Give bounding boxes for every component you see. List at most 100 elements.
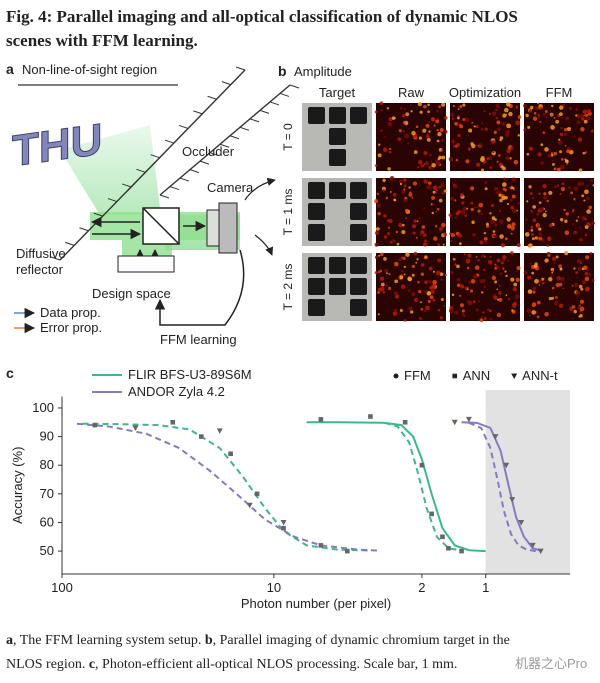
target-square (308, 278, 325, 295)
speckle (404, 133, 409, 139)
speckle (547, 236, 552, 242)
speckle (509, 251, 514, 255)
point (452, 373, 458, 379)
panel-title: Non-line-of-sight region (22, 62, 157, 77)
speckle (444, 274, 448, 277)
speckle (448, 156, 454, 162)
speckle (563, 208, 566, 212)
speckle (441, 155, 446, 160)
speckle (511, 303, 517, 308)
speckle (590, 129, 594, 133)
speckle (552, 256, 557, 261)
image-tile (374, 176, 448, 247)
speckle (510, 232, 513, 235)
speckle (573, 135, 576, 138)
speckle (424, 290, 428, 294)
speckle (424, 239, 428, 243)
speckle (475, 255, 478, 258)
speckle (503, 177, 506, 180)
speckle (577, 216, 580, 219)
speckle (550, 152, 554, 155)
speckle (376, 203, 381, 208)
speckle (465, 159, 470, 164)
speckle (584, 271, 589, 276)
speckle (525, 113, 529, 118)
speckle (547, 153, 552, 158)
speckle (418, 217, 421, 220)
speckle (388, 286, 392, 291)
speckle (444, 189, 448, 193)
speckle (443, 232, 447, 237)
speckle (560, 117, 563, 119)
panel-label: a (6, 61, 14, 77)
speckle (449, 232, 452, 235)
speckle (506, 149, 511, 154)
speckle (457, 233, 463, 238)
speckle (376, 227, 380, 231)
speckle (413, 297, 419, 303)
speckle (374, 271, 378, 275)
point (429, 511, 434, 517)
speckle (553, 301, 559, 306)
speckle (500, 243, 506, 248)
speckle (405, 252, 410, 257)
speckle (475, 308, 479, 312)
speckle (436, 109, 439, 113)
speckle (380, 282, 385, 287)
speckle (453, 144, 457, 148)
speckle (577, 182, 582, 187)
speckle (467, 147, 471, 151)
speckle (501, 122, 506, 126)
tile-bg (376, 103, 446, 171)
speckle (463, 253, 466, 256)
speckle (383, 214, 387, 218)
speckle (543, 192, 547, 196)
speckle (575, 290, 581, 296)
speckle (412, 231, 416, 235)
speckle (472, 300, 476, 304)
speckle (432, 190, 436, 194)
speckle (418, 136, 423, 140)
speckle (524, 232, 530, 237)
speckle (539, 106, 543, 110)
speckle (505, 274, 508, 278)
image-tile (302, 178, 372, 246)
speckle (419, 110, 423, 114)
speckle (542, 112, 546, 116)
speckle (512, 188, 515, 191)
speckle (499, 234, 504, 239)
speckle (431, 211, 434, 215)
speckle (422, 128, 427, 133)
speckle (562, 287, 565, 290)
speckle (443, 129, 448, 134)
speckle (508, 297, 511, 301)
speckle (484, 240, 488, 244)
speckle (405, 217, 407, 219)
speckle (515, 120, 521, 126)
speckle (539, 207, 545, 212)
speckle (585, 113, 589, 117)
speckle (394, 199, 397, 202)
speckle (441, 102, 446, 107)
speckle (403, 265, 406, 269)
speckle (383, 257, 387, 261)
speckle (483, 237, 488, 241)
speckle (402, 223, 405, 227)
speckle (415, 236, 418, 239)
y-tick-label: 50 (40, 543, 54, 558)
hatch (136, 168, 146, 173)
speckle (403, 108, 407, 111)
speckle (379, 269, 383, 273)
speckle (419, 164, 422, 167)
panel-label: c (6, 365, 14, 381)
speckle (471, 121, 474, 124)
speckle (466, 207, 469, 210)
speckle (401, 189, 406, 195)
speckle (566, 163, 569, 165)
speckle (407, 289, 411, 292)
speckle (408, 192, 413, 197)
speckle (405, 112, 410, 117)
speckle (474, 206, 477, 209)
speckle (394, 308, 398, 312)
speckle (523, 270, 528, 275)
